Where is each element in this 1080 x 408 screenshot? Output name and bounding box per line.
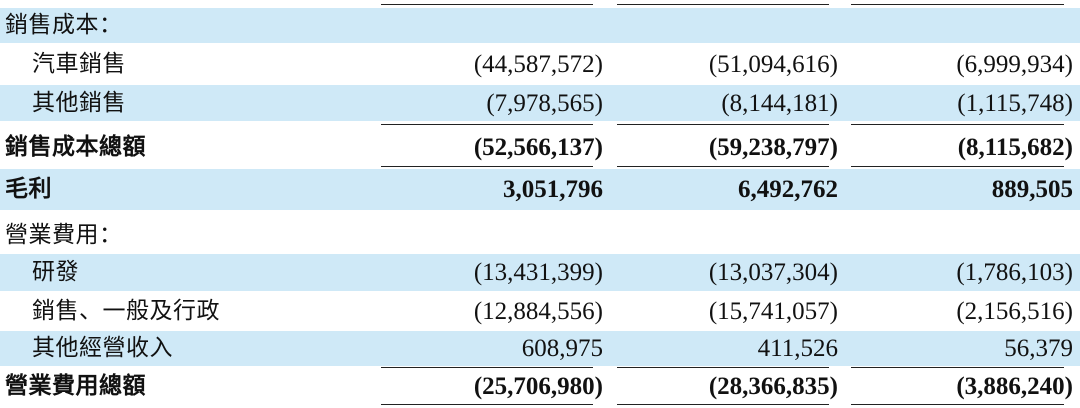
gross-profit-row: 毛利 3,051,796 6,492,762 889,505: [0, 169, 1080, 210]
subtotal-rule-col3: [851, 124, 1064, 125]
sga-col1: (12,884,556): [473, 297, 603, 325]
vehicle-sales-col3: (6,999,934): [956, 50, 1073, 78]
other-operating-income-col2: 411,526: [757, 335, 838, 362]
subtotal-rule-col2: [617, 124, 829, 125]
top-rule-col3: [851, 4, 1064, 5]
gross-profit-col3: 889,505: [991, 176, 1073, 203]
other-sales-label: 其他銷售: [32, 89, 126, 116]
rnd-col3: (1,786,103): [956, 259, 1073, 286]
opex-rule-col3: [851, 367, 1064, 368]
gross-rule-col1: [381, 166, 593, 167]
total-operating-expenses-row: 營業費用總額 (25,706,980) (28,366,835) (3,886,…: [0, 369, 1080, 403]
other-operating-income-col3: 56,379: [1004, 335, 1073, 362]
total-operating-expenses-col3: (3,886,240): [956, 372, 1073, 400]
operating-expenses-heading-row: 營業費用：: [0, 216, 1080, 254]
total-cost-of-sales-col3: (8,115,682): [957, 133, 1073, 161]
sga-col3: (2,156,516): [956, 297, 1073, 325]
cost-of-sales-heading-row: 銷售成本：: [0, 8, 1080, 43]
vehicle-sales-col1: (44,587,572): [473, 50, 603, 78]
gross-profit-col1: 3,051,796: [503, 176, 603, 203]
rnd-col1: (13,431,399): [473, 259, 603, 286]
top-rule-col1: [381, 4, 593, 5]
operating-expenses-heading: 營業費用：: [5, 221, 123, 248]
sga-label: 銷售、一般及行政: [32, 297, 220, 324]
other-sales-col3: (1,115,748): [957, 89, 1073, 117]
opex-rule-col2: [617, 367, 829, 368]
sga-col2: (15,741,057): [708, 297, 838, 325]
vehicle-sales-label: 汽車銷售: [32, 50, 126, 77]
opex-rule-col1: [381, 367, 593, 368]
other-sales-row: 其他銷售 (7,978,565) (8,144,181) (1,115,748): [0, 85, 1080, 121]
other-operating-income-label: 其他經營收入: [32, 335, 173, 361]
other-sales-col1: (7,978,565): [486, 89, 603, 117]
other-operating-income-col1: 608,975: [521, 335, 603, 362]
gross-profit-label: 毛利: [5, 176, 52, 202]
total-operating-expenses-col1: (25,706,980): [473, 372, 603, 400]
rnd-row: 研發 (13,431,399) (13,037,304) (1,786,103): [0, 254, 1080, 291]
bottom-rule-col2: [617, 404, 829, 405]
other-operating-income-row: 其他經營收入 608,975 411,526 56,379: [0, 331, 1080, 366]
vehicle-sales-row: 汽車銷售 (44,587,572) (51,094,616) (6,999,93…: [0, 45, 1080, 83]
rnd-label: 研發: [32, 259, 79, 285]
top-rule-col2: [617, 4, 829, 5]
total-operating-expenses-col2: (28,366,835): [708, 372, 838, 400]
gross-rule-col2: [617, 166, 829, 167]
subtotal-rule-col1: [381, 124, 593, 125]
total-cost-of-sales-col2: (59,238,797): [708, 133, 838, 161]
rnd-col2: (13,037,304): [708, 259, 838, 286]
total-operating-expenses-label: 營業費用總額: [5, 372, 146, 399]
total-cost-of-sales-row: 銷售成本總額 (52,566,137) (59,238,797) (8,115,…: [0, 127, 1080, 167]
bottom-rule-col1: [381, 404, 593, 405]
cost-of-sales-heading: 銷售成本：: [5, 12, 123, 38]
total-cost-of-sales-label: 銷售成本總額: [5, 133, 146, 160]
bottom-rule-col3: [851, 404, 1064, 405]
vehicle-sales-col2: (51,094,616): [708, 50, 838, 78]
sga-row: 銷售、一般及行政 (12,884,556) (15,741,057) (2,15…: [0, 292, 1080, 330]
other-sales-col2: (8,144,181): [721, 89, 838, 117]
total-cost-of-sales-col1: (52,566,137): [473, 133, 603, 161]
gross-profit-col2: 6,492,762: [738, 176, 838, 203]
gross-rule-col3: [851, 166, 1064, 167]
